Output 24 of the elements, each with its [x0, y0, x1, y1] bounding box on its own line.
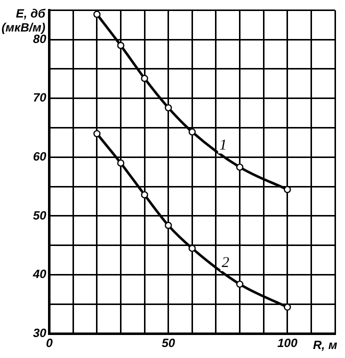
x-tick-label: 0 — [46, 336, 54, 350]
y-tick-label: 40 — [32, 267, 47, 282]
point — [117, 159, 124, 167]
x-tick-label: 50 — [162, 336, 176, 350]
y-tick-label: 70 — [32, 90, 47, 105]
x-axis-title: R, м — [313, 338, 338, 352]
point — [284, 304, 291, 311]
point — [236, 164, 244, 171]
x-tick-label: 100 — [277, 336, 298, 350]
annotation: 1 — [219, 137, 227, 154]
point — [164, 222, 172, 230]
point — [140, 191, 148, 198]
annotation: 2 — [222, 254, 230, 271]
point — [93, 130, 101, 138]
point — [140, 74, 148, 82]
y-tick-label: 50 — [32, 208, 47, 222]
y-tick-label: 30 — [32, 326, 47, 340]
point — [117, 42, 124, 50]
point — [236, 280, 244, 288]
point — [93, 10, 101, 18]
y-tick-label: 60 — [32, 150, 47, 164]
y-axis-title: E, дб (мкВ/м) — [2, 6, 46, 35]
point — [164, 104, 172, 112]
point — [188, 128, 196, 136]
